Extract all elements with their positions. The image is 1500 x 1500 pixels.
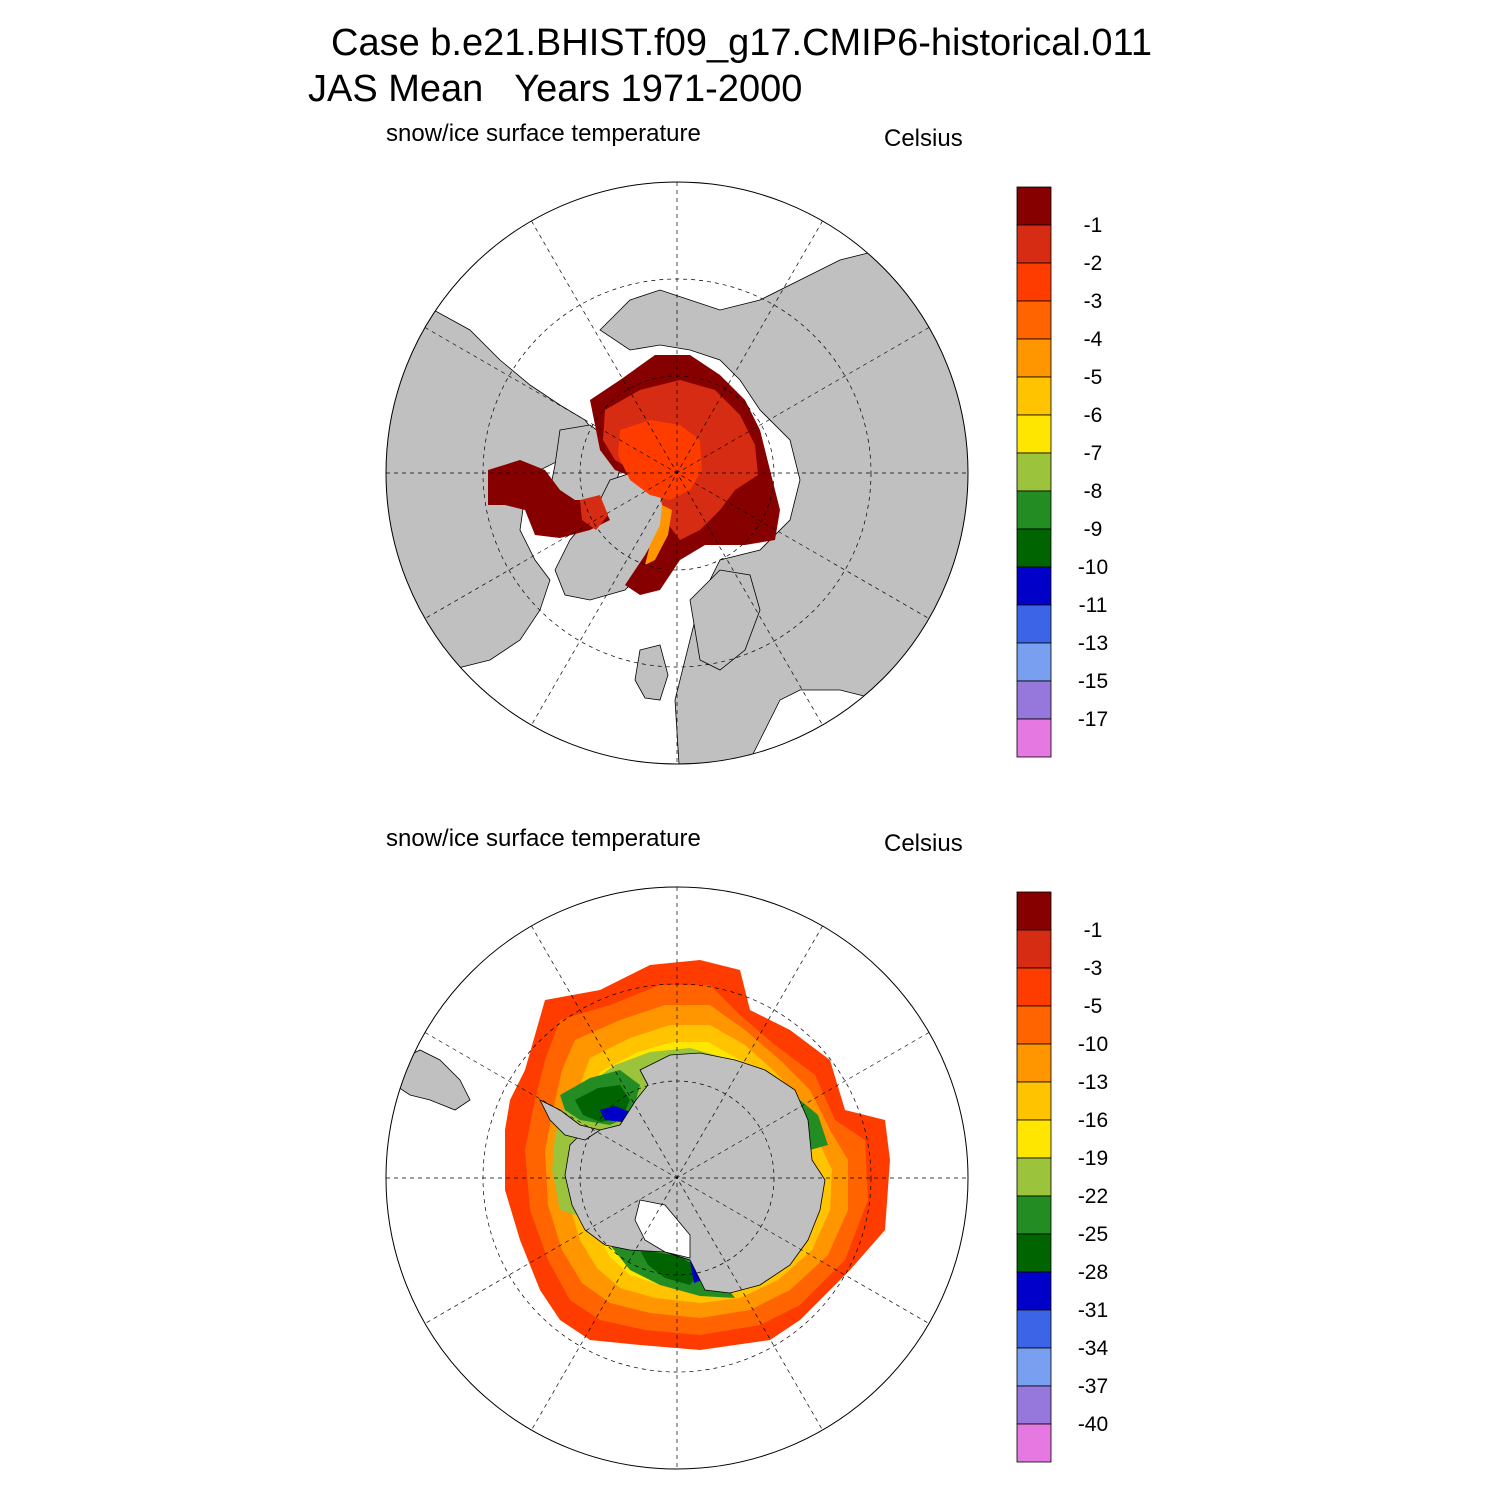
south-colorbar-box-3 xyxy=(1016,1005,1052,1045)
north-colorbar-label-11: -13 xyxy=(1078,632,1108,655)
north-variable-label: snow/ice surface temperature xyxy=(386,120,701,147)
hudson-bay-ice xyxy=(580,495,608,530)
south-map-border xyxy=(385,886,969,1470)
south-colorbar-label-11: -34 xyxy=(1078,1337,1109,1360)
north-colorbar-box-1 xyxy=(1016,224,1052,264)
north-colorbar-box-14 xyxy=(1016,718,1052,758)
north-colorbar-box-9 xyxy=(1016,528,1052,568)
south-colorbar-label-4: -13 xyxy=(1078,1071,1108,1094)
south-colorbar-box-12 xyxy=(1016,1347,1052,1387)
south-colorbar-box-7 xyxy=(1016,1157,1052,1197)
north-colorbar-label-0: -1 xyxy=(1084,214,1103,237)
north-colorbar-box-11 xyxy=(1016,604,1052,644)
south-colorbar-box-2 xyxy=(1016,967,1052,1007)
south-colorbar-label-9: -28 xyxy=(1078,1261,1108,1284)
ross-ice-shelf xyxy=(634,1199,691,1259)
south-colorbar-label-5: -16 xyxy=(1078,1109,1108,1132)
north-colorbar-box-3 xyxy=(1016,300,1052,340)
south-colorbar-label-8: -25 xyxy=(1078,1223,1108,1246)
north-polar-map xyxy=(385,181,969,765)
south-colorbar-box-14 xyxy=(1016,1423,1052,1463)
north-colorbar-label-5: -6 xyxy=(1084,404,1103,427)
north-colorbar-box-6 xyxy=(1016,414,1052,454)
north-colorbar-label-3: -4 xyxy=(1084,328,1103,351)
north-colorbar-box-2 xyxy=(1016,262,1052,302)
south-colorbar-box-10 xyxy=(1016,1271,1052,1311)
north-colorbar-label-2: -3 xyxy=(1084,290,1103,313)
north-colorbar-box-7 xyxy=(1016,452,1052,492)
north-colorbar-box-10 xyxy=(1016,566,1052,606)
south-colorbar-label-1: -3 xyxy=(1084,957,1103,980)
north-map-border xyxy=(385,181,969,765)
south-graticule xyxy=(386,887,968,1469)
north-colorbar-label-6: -7 xyxy=(1084,442,1103,465)
north-colorbar-label-8: -9 xyxy=(1084,518,1103,541)
antarctic-peninsula-land xyxy=(539,1099,601,1141)
south-colorbar-label-12: -37 xyxy=(1078,1375,1108,1398)
south-colorbar-box-8 xyxy=(1016,1195,1052,1235)
north-units-label: Celsius xyxy=(884,125,963,152)
eurasia-land xyxy=(599,249,968,764)
south-variable-label: snow/ice surface temperature xyxy=(386,825,701,852)
south-colorbar-box-4 xyxy=(1016,1043,1052,1083)
south-colorbar-label-0: -1 xyxy=(1084,919,1103,942)
south-colorbar-label-6: -19 xyxy=(1078,1147,1108,1170)
south-polar-map xyxy=(385,886,969,1470)
south-colorbar: -1 -3 -5 -10 -13 -16 -19 -22 -25 -28 -31 -34 -37 -40 xyxy=(1016,891,1109,1463)
south-colorbar-label-10: -31 xyxy=(1078,1299,1108,1322)
north-colorbar-box-12 xyxy=(1016,642,1052,682)
north-colorbar-label-13: -17 xyxy=(1078,708,1108,731)
figure-title-line-2: JAS Mean Years 1971-2000 xyxy=(308,68,803,110)
arctic-ice-edge-warm xyxy=(645,505,672,565)
south-colorbar-box-1 xyxy=(1016,929,1052,969)
south-america-land xyxy=(394,1049,471,1111)
north-colorbar-label-1: -2 xyxy=(1084,252,1103,275)
south-colorbar-label-3: -10 xyxy=(1078,1033,1108,1056)
scandinavia-land xyxy=(689,569,761,671)
north-colorbar-box-4 xyxy=(1016,338,1052,378)
south-colorbar-box-0 xyxy=(1016,891,1052,931)
baffin-ice xyxy=(488,460,610,538)
north-colorbar-box-8 xyxy=(1016,490,1052,530)
north-colorbar-label-4: -5 xyxy=(1084,366,1103,389)
south-colorbar-box-11 xyxy=(1016,1309,1052,1349)
north-colorbar-label-7: -8 xyxy=(1084,480,1103,503)
south-colorbar-box-5 xyxy=(1016,1081,1052,1121)
south-colorbar-label-13: -40 xyxy=(1078,1413,1108,1436)
north-colorbar-box-13 xyxy=(1016,680,1052,720)
south-colorbar-box-9 xyxy=(1016,1233,1052,1273)
north-colorbar: -1 -2 -3 -4 -5 -6 -7 -8 -9 -10 -11 -13 -15 -17 xyxy=(1016,186,1108,758)
south-units-label: Celsius xyxy=(884,830,963,857)
north-colorbar-label-10: -11 xyxy=(1079,594,1108,617)
british-isles-land xyxy=(634,644,669,701)
north-colorbar-box-5 xyxy=(1016,376,1052,416)
ross-ice-dark xyxy=(640,1250,700,1285)
north-colorbar-box-0 xyxy=(1016,186,1052,226)
north-graticule xyxy=(386,182,968,764)
south-colorbar-label-2: -5 xyxy=(1084,995,1103,1018)
south-colorbar-box-6 xyxy=(1016,1119,1052,1159)
south-colorbar-label-7: -22 xyxy=(1078,1185,1108,1208)
south-colorbar-box-13 xyxy=(1016,1385,1052,1425)
figure-title-line-1: Case b.e21.BHIST.f09_g17.CMIP6-historica… xyxy=(331,22,1152,64)
north-colorbar-label-12: -15 xyxy=(1078,670,1108,693)
north-colorbar-label-9: -10 xyxy=(1078,556,1108,579)
